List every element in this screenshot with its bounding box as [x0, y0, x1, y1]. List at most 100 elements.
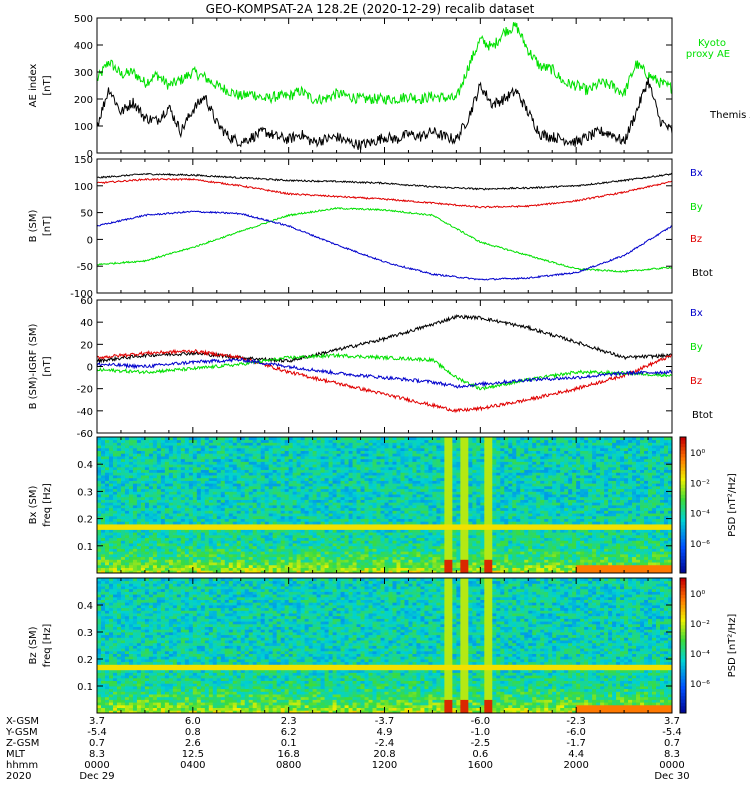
y-axis-label: AE index	[28, 64, 39, 108]
spectrogram-cell	[352, 562, 357, 566]
spectrogram-cell	[212, 513, 218, 517]
spectrogram-cell	[312, 521, 318, 525]
spectrogram-cell	[336, 494, 341, 498]
spectrogram-cell	[152, 518, 158, 522]
spectrogram-cell	[184, 464, 190, 468]
spectrogram-cell	[348, 475, 353, 479]
spectrogram-cell	[388, 524, 393, 528]
spectrogram-cell	[232, 548, 238, 552]
spectrogram-cell	[308, 494, 314, 498]
spectrogram-cell	[380, 445, 385, 449]
spectrogram-cell	[172, 485, 178, 490]
spectrogram-cell	[416, 480, 421, 484]
spectrogram-cell	[444, 564, 449, 568]
spectrogram-cell	[176, 553, 182, 558]
spectrogram-cell	[220, 559, 226, 563]
spectrogram-cell	[232, 453, 238, 457]
spectrogram-cell	[288, 447, 294, 451]
spectrogram-cell	[440, 472, 445, 476]
spectrogram-cell	[156, 477, 162, 481]
spectrogram-cell	[112, 499, 118, 503]
spectrogram-cell	[248, 518, 254, 522]
spectrogram-cell	[404, 505, 409, 509]
spectrogram-cell	[304, 466, 310, 471]
spectrogram-cell	[412, 464, 417, 468]
spectrogram-cell	[140, 464, 146, 468]
spectrogram-cell	[304, 453, 310, 457]
spectrogram-cell	[260, 505, 266, 509]
spectrogram-cell	[212, 447, 218, 451]
spectrogram-cell	[312, 496, 318, 500]
spectrogram-cell	[320, 491, 325, 495]
spectrogram-cell	[176, 458, 182, 462]
spectrogram-cell	[188, 456, 194, 460]
spectrogram-cell	[416, 521, 421, 525]
spectrogram-cell	[260, 447, 266, 451]
spectrogram-cell	[136, 559, 142, 563]
spectrogram-cell	[392, 545, 397, 549]
spectrogram-cell	[404, 562, 409, 566]
spectrogram-cell	[112, 480, 118, 484]
spectrogram-cell	[416, 505, 421, 509]
spectrogram-cell	[432, 559, 437, 563]
spectrogram-cell	[276, 485, 282, 490]
spectrogram-cell	[132, 453, 138, 457]
spectrogram-cell	[308, 450, 314, 454]
spectrogram-cell	[368, 458, 373, 462]
spectrogram-cell	[448, 439, 453, 443]
spectrogram-cell	[384, 537, 389, 541]
spectrogram-cell	[460, 466, 465, 471]
spectrogram-cell	[440, 480, 445, 484]
spectrogram-cell	[396, 464, 401, 468]
spectrogram-cell	[160, 445, 166, 449]
spectrogram-cell	[176, 496, 182, 500]
spectrogram-cell	[196, 562, 202, 566]
spectrogram-cell	[148, 453, 154, 457]
spectrogram-cell	[184, 532, 190, 536]
spectrogram-cell	[300, 545, 306, 549]
spectrogram-cell	[332, 567, 337, 571]
spectrogram-cell	[320, 494, 325, 498]
spectrogram-cell	[132, 548, 138, 552]
spectrogram-cell	[444, 472, 449, 476]
spectrogram-cell	[300, 551, 306, 555]
spectrogram-cell	[432, 494, 437, 498]
spectrogram-cell	[264, 461, 270, 465]
spectrogram-cell	[456, 461, 461, 465]
spectrogram-cell	[132, 502, 138, 506]
spectrogram-cell	[332, 513, 337, 517]
spectrogram-cell	[228, 485, 234, 490]
spectrogram-cell	[376, 480, 381, 484]
spectrogram-cell	[120, 510, 126, 514]
spectrogram-cell	[396, 453, 401, 457]
spectrogram-cell	[404, 480, 409, 484]
y-tick-label: 50	[80, 209, 93, 220]
spectrogram-cell	[240, 477, 246, 481]
spectrogram-cell	[136, 453, 142, 457]
spectrogram-cell	[124, 437, 130, 441]
spectrogram-cell	[392, 515, 397, 519]
spectrogram-cell	[420, 437, 425, 441]
spectrogram-cell	[120, 450, 126, 454]
spectrogram-cell	[116, 537, 122, 541]
spectrogram-cell	[120, 488, 126, 492]
spectrogram-cell	[444, 507, 449, 511]
spectrogram-cell	[400, 450, 405, 454]
spectrogram-cell	[472, 502, 477, 506]
spectrogram-cell	[264, 445, 270, 449]
spectrogram-cell	[116, 485, 122, 490]
spectrogram-cell	[376, 466, 381, 471]
spectrogram-cell	[232, 472, 238, 476]
spectrogram-cell	[280, 553, 286, 558]
spectrogram-cell	[452, 494, 457, 498]
spectrogram-cell	[284, 532, 290, 536]
spectrogram-cell	[176, 545, 182, 549]
spectrogram-cell	[316, 521, 322, 525]
spectrogram-cell	[448, 505, 453, 509]
spectrogram-cell	[204, 570, 210, 574]
spectrogram-cell	[176, 559, 182, 563]
spectrogram-cell	[436, 524, 441, 528]
spectrogram-cell	[192, 524, 198, 528]
spectrogram-cell	[196, 521, 202, 525]
spectrogram-cell	[436, 551, 441, 555]
